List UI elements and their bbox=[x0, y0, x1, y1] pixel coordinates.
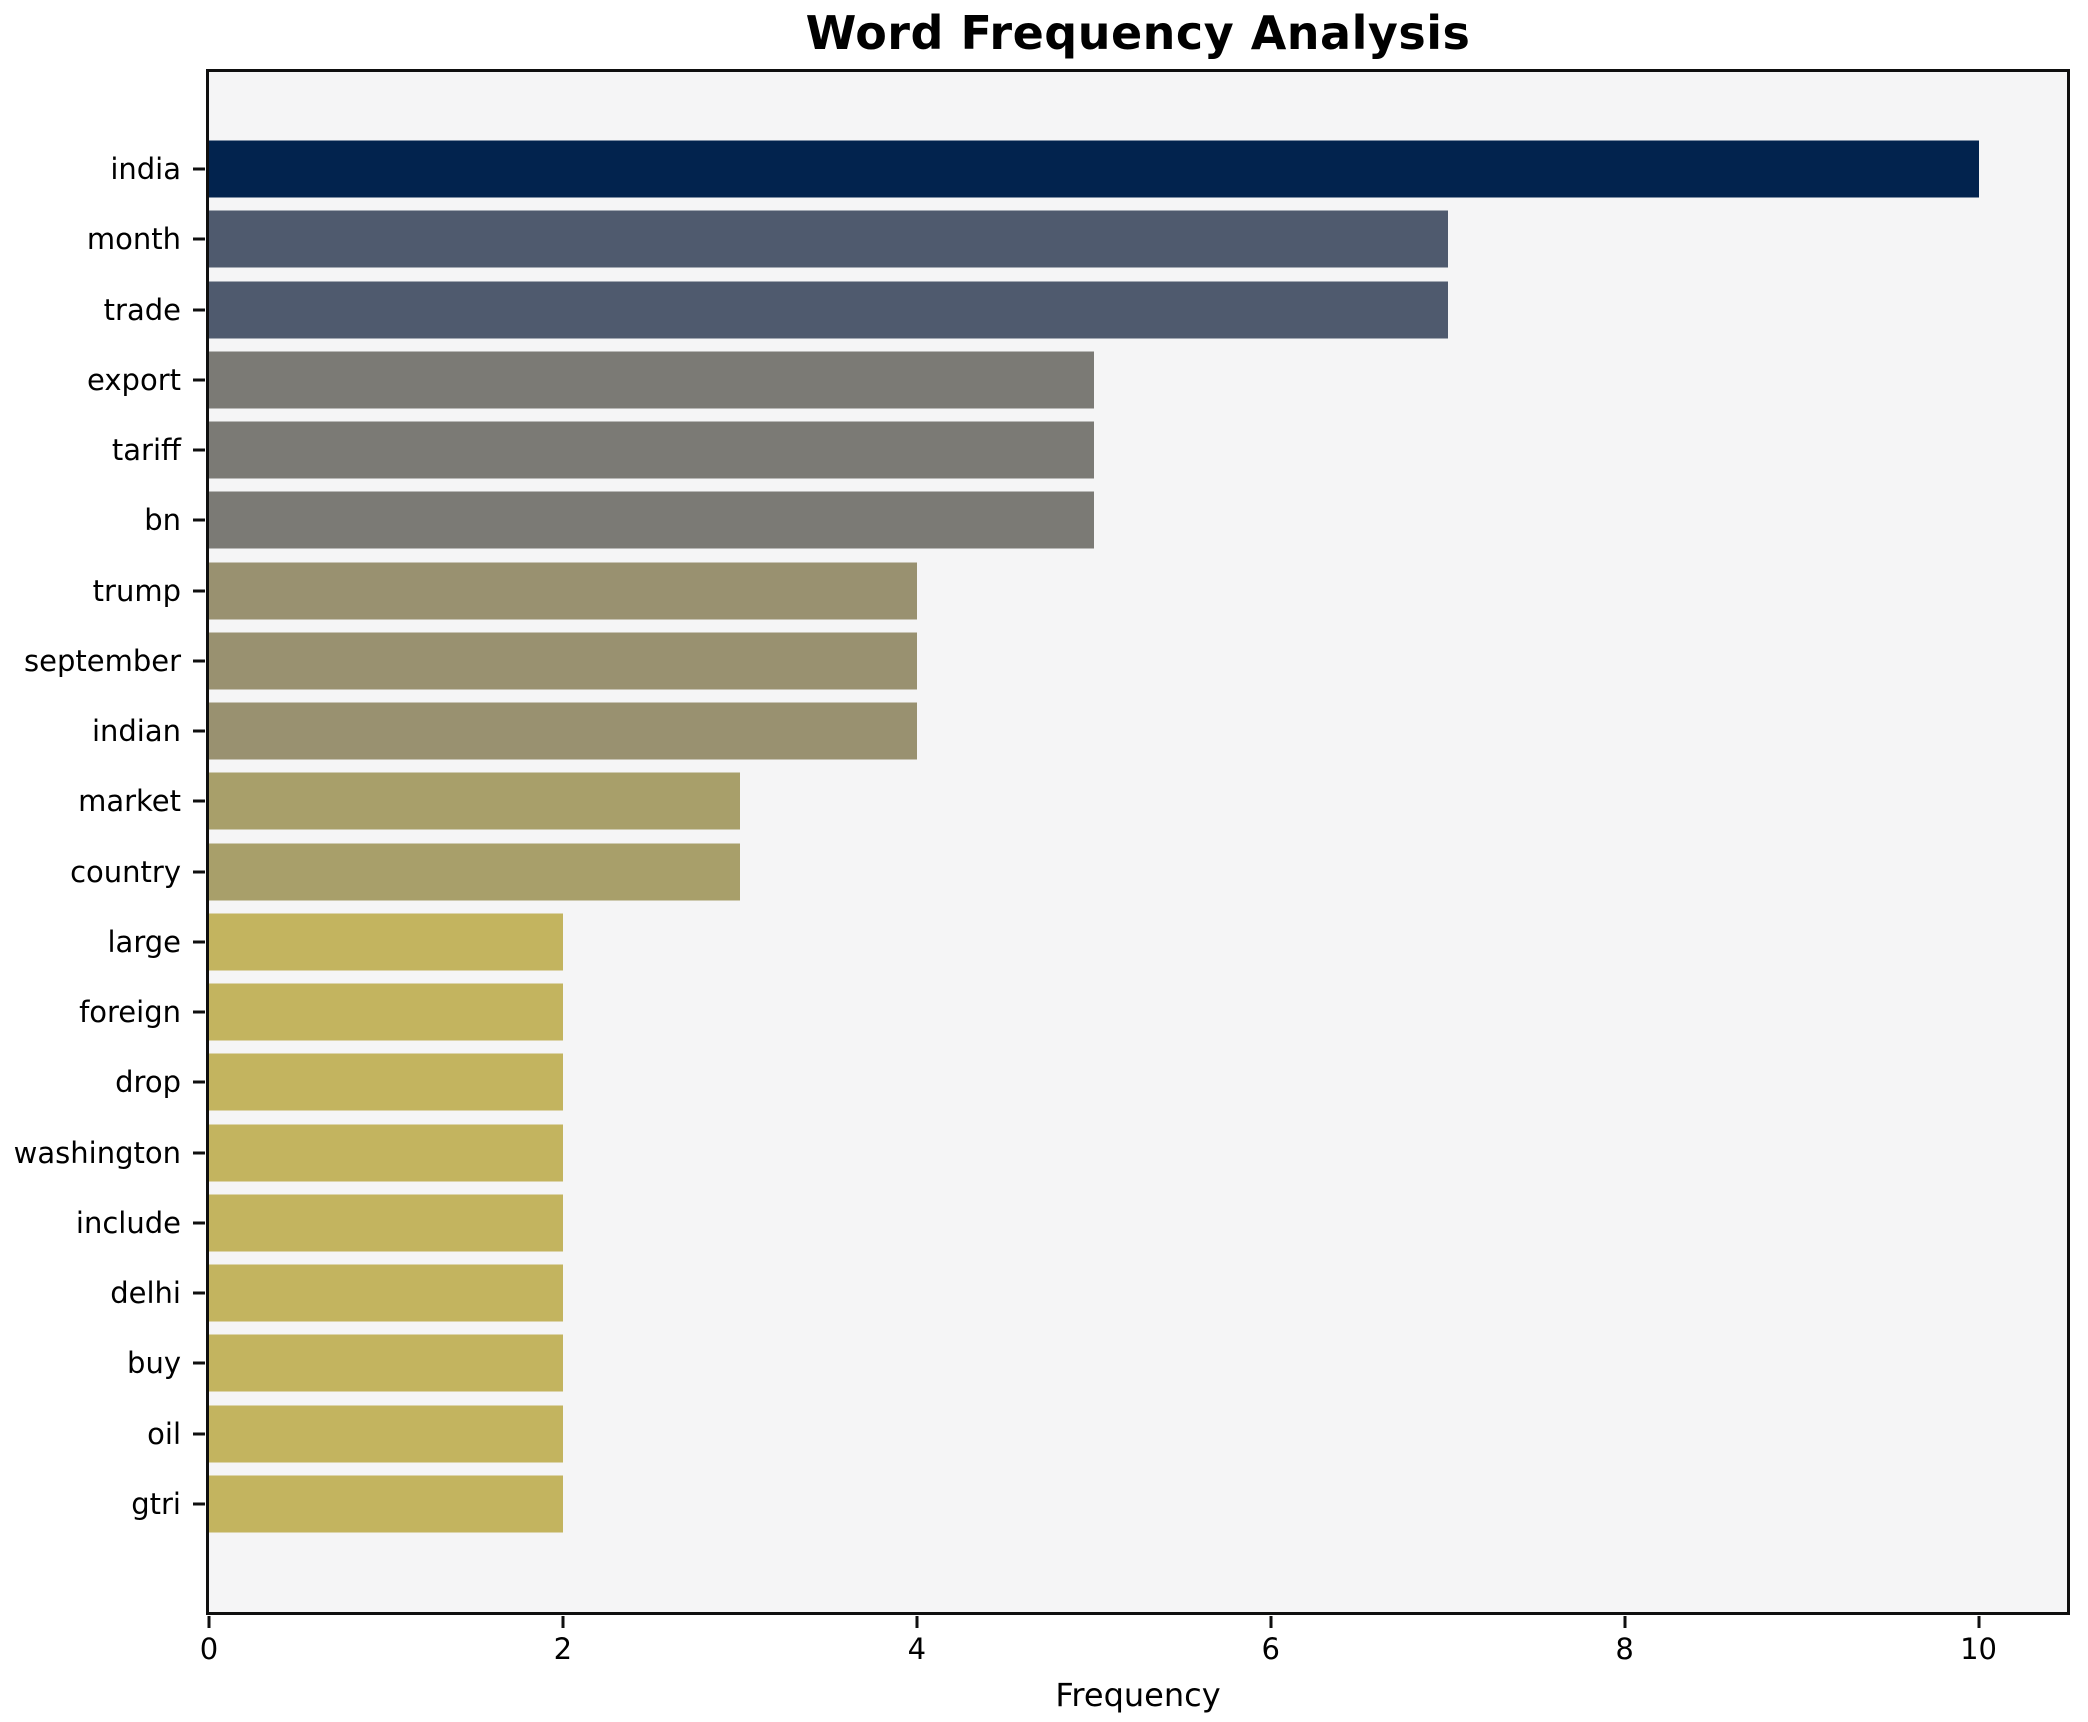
bar bbox=[209, 351, 1094, 409]
bar bbox=[209, 491, 1094, 549]
bar bbox=[209, 562, 917, 620]
y-tick-label: market bbox=[78, 784, 181, 819]
y-tick-label: drop bbox=[115, 1065, 181, 1100]
y-axis-tick bbox=[193, 448, 205, 452]
x-tick-label: 8 bbox=[1615, 1632, 1634, 1666]
y-tick-label: trump bbox=[92, 573, 181, 608]
y-tick-label: buy bbox=[127, 1346, 181, 1381]
y-axis-tick bbox=[193, 167, 205, 171]
x-tick-label: 0 bbox=[199, 1632, 219, 1666]
x-axis-tick bbox=[1269, 1616, 1273, 1628]
plot-area: india month trade export tariff bn trump septem… bbox=[14, 69, 2070, 1666]
chart-title: Word Frequency Analysis bbox=[805, 6, 1471, 60]
bar-rows-container: india month trade export tariff bn trump septem… bbox=[14, 72, 2067, 1612]
y-tick-label: tariff bbox=[111, 433, 181, 468]
y-axis-tick bbox=[193, 308, 205, 312]
y-axis-tick bbox=[193, 1361, 205, 1365]
x-axis-tick bbox=[1977, 1616, 1981, 1628]
x-axis-tick bbox=[915, 1616, 919, 1628]
bar-row: foreign bbox=[79, 977, 2067, 1047]
x-axis-label: Frequency bbox=[1055, 1676, 1221, 1714]
bar bbox=[209, 843, 740, 901]
bar bbox=[209, 281, 1448, 339]
bar-row: india bbox=[110, 134, 2067, 204]
bar bbox=[209, 421, 1094, 479]
x-axis-tick bbox=[561, 1616, 565, 1628]
bar-row: include bbox=[76, 1188, 2067, 1258]
y-tick-label: trade bbox=[103, 292, 181, 327]
y-tick-label: bn bbox=[144, 503, 181, 538]
bar bbox=[209, 1334, 563, 1392]
y-tick-label: include bbox=[75, 1205, 181, 1240]
bar bbox=[209, 210, 1448, 268]
bar-row: bn bbox=[144, 485, 2067, 555]
bar-row: month bbox=[87, 204, 2067, 274]
y-axis-tick bbox=[193, 659, 205, 663]
y-axis-tick bbox=[193, 799, 205, 803]
y-tick-label: month bbox=[86, 222, 181, 257]
x-tick-label: 2 bbox=[553, 1632, 573, 1666]
y-axis-tick bbox=[193, 870, 205, 874]
y-axis-tick bbox=[193, 1291, 205, 1295]
y-axis-tick bbox=[193, 1010, 205, 1014]
y-axis-tick bbox=[193, 378, 205, 382]
y-axis-tick bbox=[193, 1432, 205, 1436]
x-axis-tick bbox=[207, 1616, 211, 1628]
y-axis-tick bbox=[193, 940, 205, 944]
bar bbox=[209, 772, 740, 830]
y-tick-label: september bbox=[24, 643, 181, 678]
bar-row: drop bbox=[115, 1047, 2067, 1117]
x-axis-tick bbox=[1623, 1616, 1627, 1628]
x-tick-label: 4 bbox=[907, 1632, 927, 1666]
y-tick-label: country bbox=[70, 854, 181, 889]
y-tick-label: foreign bbox=[79, 995, 181, 1030]
bar bbox=[209, 1124, 563, 1182]
bar bbox=[209, 632, 917, 690]
bar bbox=[209, 702, 917, 760]
bar bbox=[209, 1264, 563, 1322]
x-tick-label: 6 bbox=[1261, 1632, 1280, 1666]
bar-row: tariff bbox=[112, 415, 2067, 485]
bar-row: export bbox=[87, 345, 2067, 415]
bar-row: buy bbox=[127, 1328, 2067, 1398]
y-tick-label: gtri bbox=[131, 1486, 181, 1521]
bar-row: september bbox=[24, 626, 2067, 696]
y-tick-label: export bbox=[87, 362, 181, 397]
y-axis-tick bbox=[193, 1221, 205, 1225]
bar bbox=[209, 1194, 563, 1252]
bar-row: delhi bbox=[110, 1258, 2067, 1328]
y-axis-tick bbox=[193, 1080, 205, 1084]
bar-row: washington bbox=[14, 1118, 2067, 1188]
y-axis-tick bbox=[193, 1502, 205, 1506]
y-axis-tick bbox=[193, 589, 205, 593]
y-tick-label: washington bbox=[13, 1135, 181, 1170]
bar-row: market bbox=[78, 766, 2067, 836]
bar bbox=[209, 913, 563, 971]
bar-row: trade bbox=[104, 275, 2067, 345]
bar bbox=[209, 140, 1979, 198]
bar-row: gtri bbox=[131, 1469, 2067, 1539]
y-axis-tick bbox=[193, 237, 205, 241]
bar-row: oil bbox=[147, 1399, 2067, 1469]
y-tick-label: oil bbox=[147, 1416, 181, 1451]
y-tick-label: india bbox=[110, 152, 181, 187]
bar bbox=[209, 983, 563, 1041]
x-tick-label: 10 bbox=[1960, 1632, 1997, 1666]
bar bbox=[209, 1475, 563, 1533]
y-axis-tick bbox=[193, 1151, 205, 1155]
bar-row: indian bbox=[92, 696, 2067, 766]
bar-row: country bbox=[70, 837, 2067, 907]
y-axis-tick bbox=[193, 518, 205, 522]
y-tick-label: large bbox=[107, 924, 182, 959]
bar bbox=[209, 1053, 563, 1111]
bar bbox=[209, 1405, 563, 1463]
bar-row: large bbox=[108, 907, 2067, 977]
y-tick-label: indian bbox=[91, 714, 181, 749]
y-axis-tick bbox=[193, 729, 205, 733]
bar-row: trump bbox=[93, 556, 2067, 626]
y-tick-label: delhi bbox=[110, 1276, 181, 1311]
